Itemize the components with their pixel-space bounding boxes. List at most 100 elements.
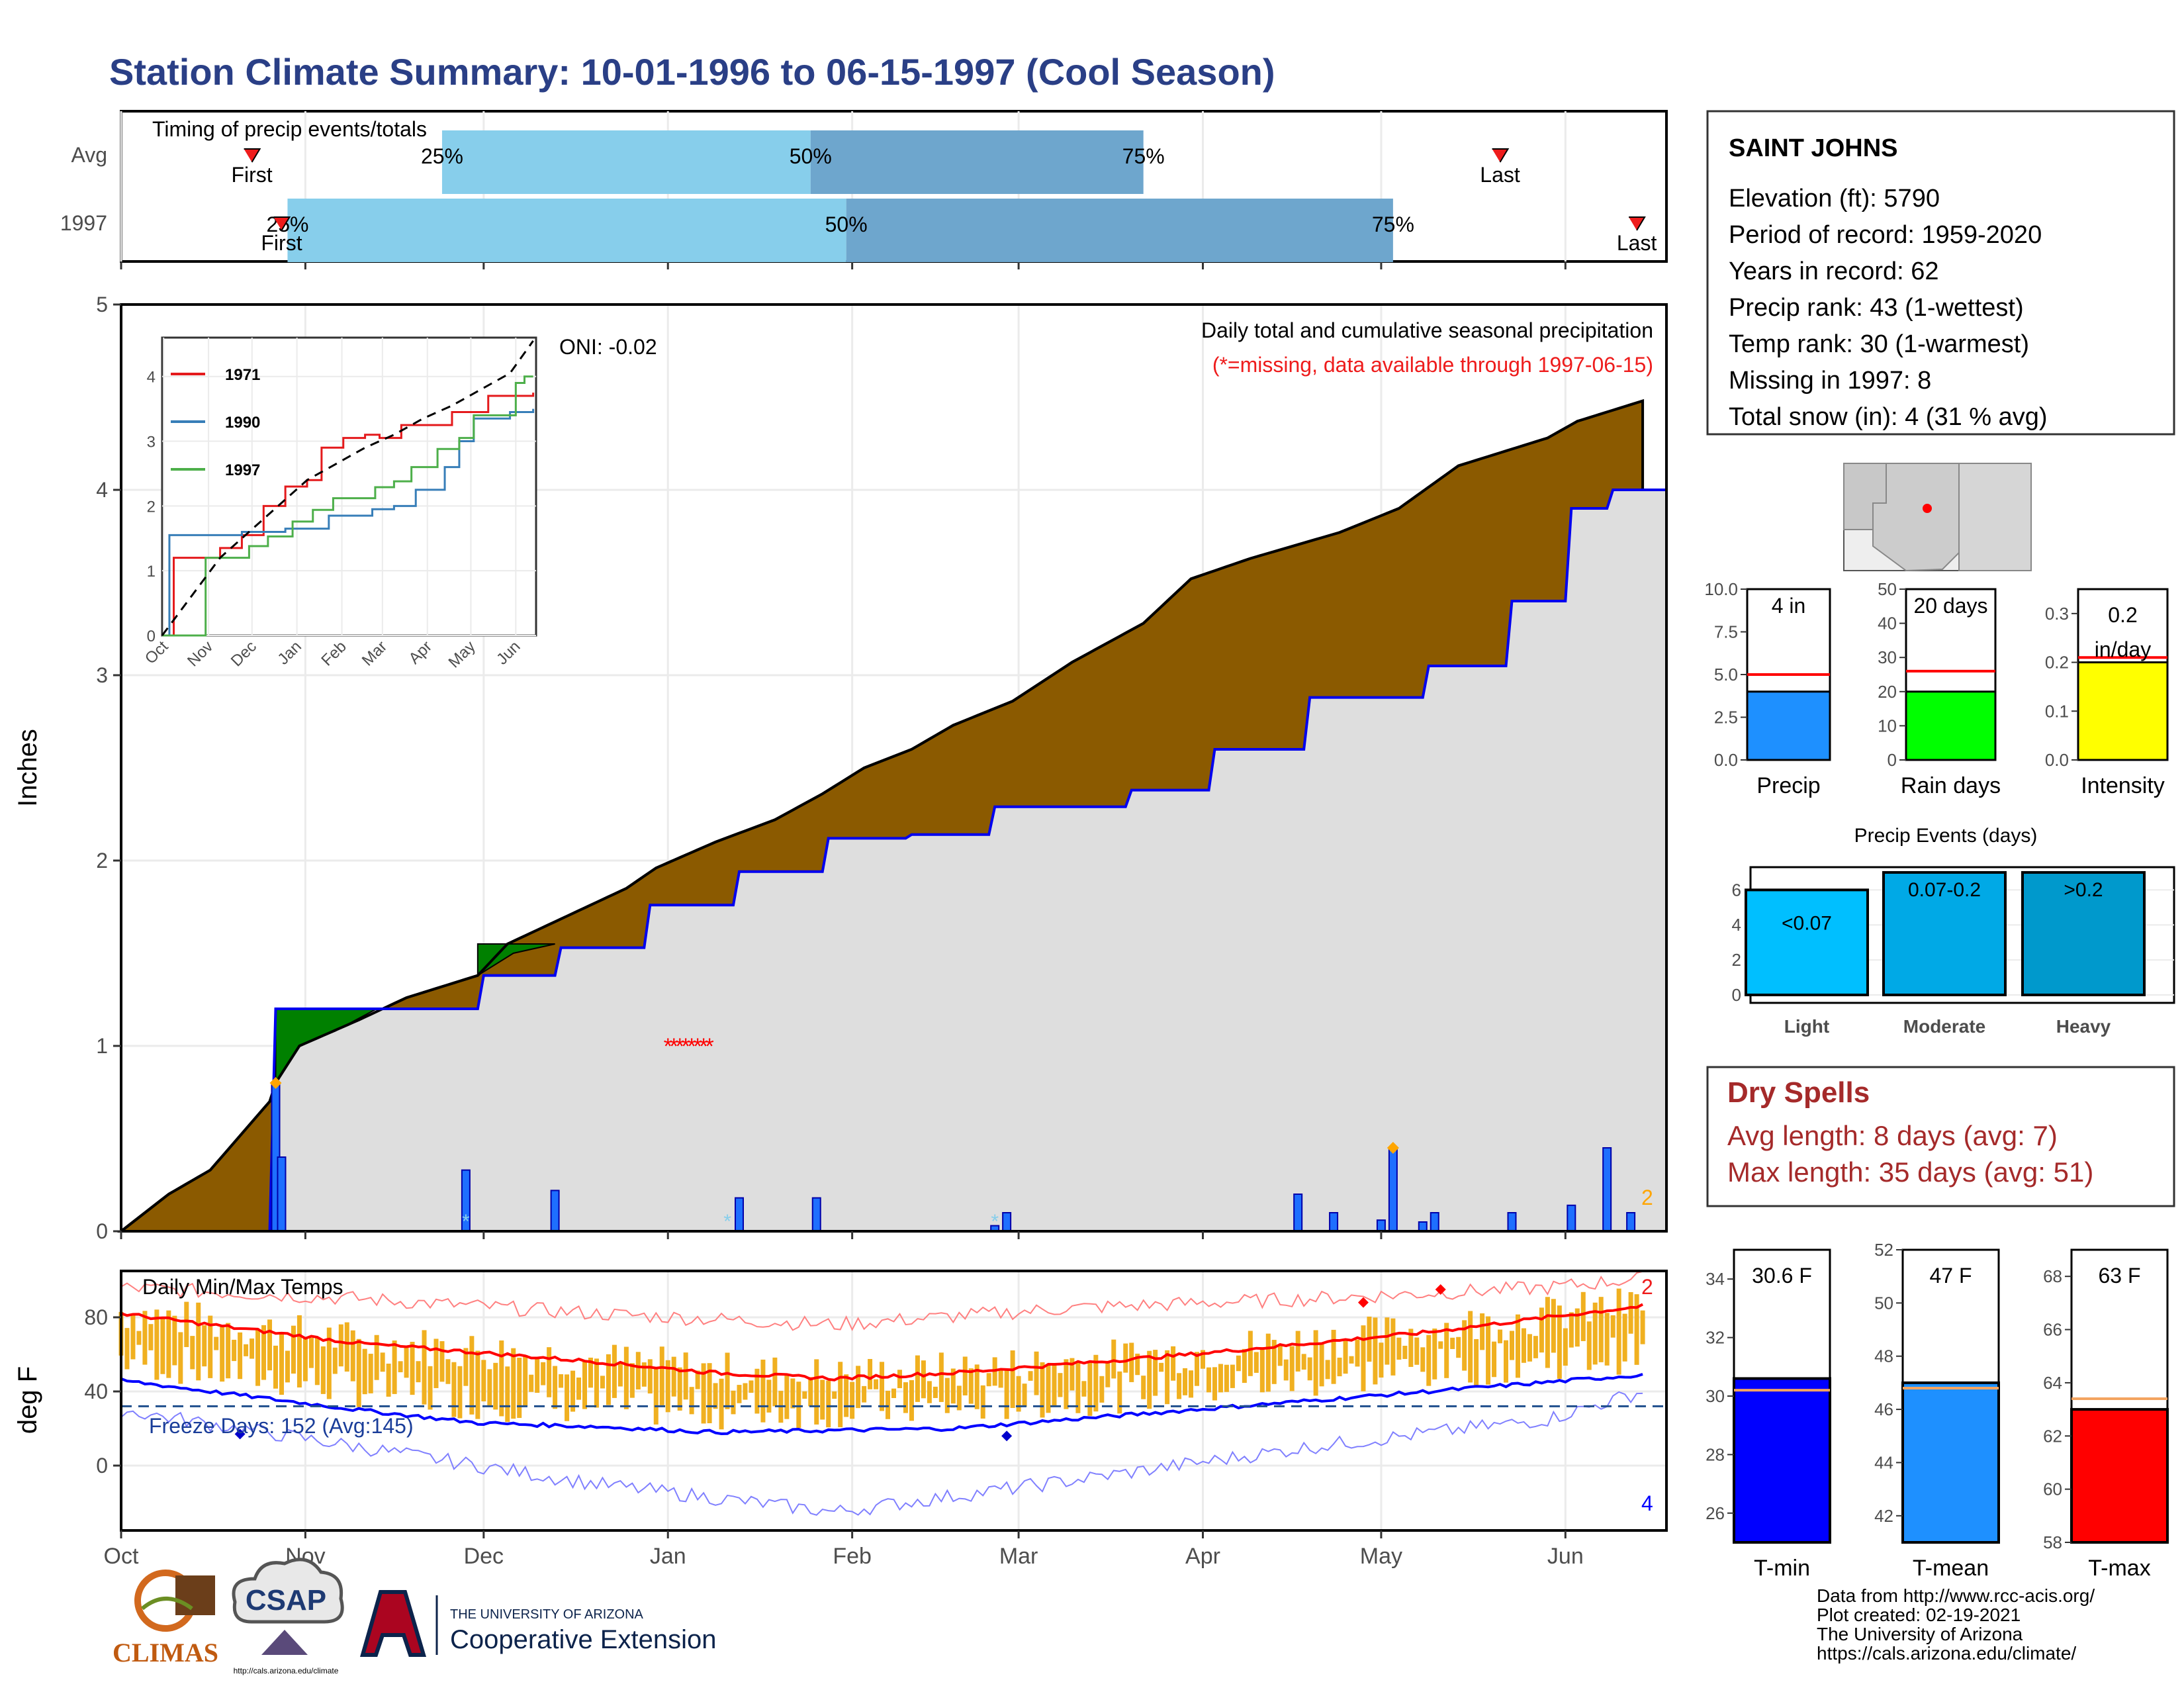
daily-temp-bar	[1075, 1361, 1081, 1413]
inset-legend-label: 1997	[225, 461, 260, 479]
precip-y-tick-label: 3	[96, 663, 108, 687]
temp-y-label: deg F	[13, 1366, 42, 1434]
timing-marker-label: First	[231, 163, 272, 187]
daily-temp-bar	[1504, 1340, 1509, 1383]
daily-temp-bar	[1093, 1354, 1099, 1412]
daily-temp-bar	[731, 1390, 736, 1415]
events-bar-label: Light	[1784, 1016, 1829, 1037]
credit-url: https://cals.arizona.edu/climate/	[1817, 1643, 2076, 1664]
daily-temp-bar	[891, 1388, 896, 1399]
daily-precip-bar	[1329, 1212, 1339, 1232]
daily-precip-bar	[811, 1197, 821, 1232]
daily-temp-bar	[1628, 1291, 1633, 1334]
temp-y-tick-label: 80	[84, 1305, 108, 1329]
daily-temp-bar	[1586, 1321, 1592, 1370]
temp-x-tick-label: Feb	[833, 1544, 872, 1569]
daily-temp-bar	[356, 1338, 361, 1407]
daily-temp-bar	[565, 1374, 570, 1421]
gauge-tick-label: 0.3	[2045, 604, 2069, 624]
station-temp-rank: Temp rank: 30 (1-warmest)	[1729, 330, 2029, 358]
gauge-tick-label: 30	[1878, 647, 1897, 667]
daily-temp-bar	[1069, 1358, 1075, 1391]
daily-temp-bar	[208, 1315, 213, 1378]
gauge-tick-label: 7.5	[1714, 622, 1738, 642]
daily-temp-bar	[214, 1336, 219, 1350]
map-state-east	[1958, 463, 2032, 571]
inset-legend-label: 1971	[225, 366, 260, 384]
temp-y-tick-label: 40	[84, 1380, 108, 1403]
snow-marker	[1387, 1142, 1399, 1154]
events-bar-label: Heavy	[2056, 1016, 2111, 1037]
daily-temp-bar	[398, 1361, 403, 1373]
daily-temp-bar	[1117, 1371, 1122, 1414]
missing-marker: *	[694, 1034, 702, 1059]
precip-y-label: Inches	[13, 729, 42, 807]
timing-p75-label: 75%	[1372, 212, 1414, 236]
daily-temp-bar	[553, 1366, 558, 1409]
daily-temp-bar	[998, 1369, 1003, 1388]
avg-min-line	[120, 1373, 1643, 1436]
missing-marker: *	[664, 1034, 672, 1059]
daily-temp-bar	[838, 1362, 843, 1428]
daily-temp-bar	[1402, 1346, 1408, 1359]
trace-marker: *	[462, 1211, 470, 1233]
temp-x-tick-label: Dec	[464, 1544, 504, 1569]
daily-temp-bar	[1123, 1343, 1128, 1373]
tgauge-tick-label: 34	[1706, 1269, 1725, 1289]
inset-legend-label: 1990	[225, 414, 260, 432]
daily-temp-bar	[1034, 1351, 1039, 1395]
daily-temp-bar	[428, 1366, 433, 1410]
precip-note: Daily total and cumulative seasonal prec…	[1201, 318, 1653, 342]
precip-y-tick-label: 1	[96, 1034, 108, 1058]
record-high-marker	[1435, 1284, 1446, 1295]
missing-marker: *	[688, 1034, 696, 1059]
daily-temp-bar	[1444, 1323, 1449, 1378]
daily-temp-bar	[1135, 1353, 1140, 1376]
daily-temp-bar	[1289, 1346, 1295, 1391]
inset-series-line	[161, 340, 534, 636]
timing-marker	[1492, 148, 1510, 163]
daily-temp-bar	[1022, 1383, 1027, 1407]
cumulative-avg-line	[121, 489, 1665, 1233]
daily-temp-bar	[296, 1315, 302, 1387]
daily-precip-bar	[735, 1197, 744, 1232]
timing-bar-25-50	[441, 130, 811, 194]
freeze-days: Freeze Days: 152 (Avg:145)	[149, 1414, 414, 1438]
daily-temp-bar	[1414, 1337, 1420, 1365]
daily-temp-bar	[772, 1357, 778, 1407]
daily-temp-bar	[980, 1385, 985, 1419]
logo-csap: CSAP http://cals.arizona.edu/climate	[232, 1558, 344, 1675]
gauge-value: 20 days	[1913, 594, 1987, 618]
temp-x-tick-label: Jan	[650, 1544, 686, 1569]
daily-temp-bar	[1492, 1341, 1497, 1378]
tgauge-tick-label: 48	[1874, 1346, 1893, 1366]
daily-temp-bar	[814, 1359, 819, 1425]
daily-temp-bar	[344, 1322, 349, 1372]
daily-temp-bar	[623, 1346, 629, 1409]
top-count: 2	[1641, 1275, 1653, 1299]
credit-data-source: Data from http://www.rcc-acis.org/	[1817, 1585, 2095, 1606]
daily-temp-bar	[938, 1352, 944, 1402]
gauge-value: 4 in	[1772, 594, 1806, 618]
daily-temp-bar	[1141, 1376, 1146, 1399]
cumulative-avg-area	[121, 490, 1665, 1231]
csap-url: http://cals.arizona.edu/climate	[234, 1666, 339, 1675]
record-high-marker	[1357, 1297, 1369, 1308]
inset-frame	[161, 336, 537, 637]
daily-temp-bar	[802, 1391, 807, 1399]
daily-temp-bar	[332, 1347, 338, 1374]
tgauge-bar	[1901, 1381, 2000, 1544]
station-name: SAINT JOHNS	[1729, 134, 1897, 162]
daily-temp-bar	[606, 1354, 611, 1405]
daily-temp-bar	[850, 1382, 855, 1419]
daily-precip-bar	[550, 1190, 560, 1233]
daily-temp-bar	[374, 1335, 379, 1380]
daily-temp-bar	[1058, 1373, 1063, 1397]
daily-temp-bar	[689, 1387, 694, 1415]
daily-temp-bar	[1551, 1299, 1556, 1353]
tgauge-bar	[1733, 1377, 1831, 1544]
ua-big-text: Cooperative Extension	[450, 1625, 716, 1654]
station-elevation: Elevation (ft): 5790	[1729, 185, 1940, 212]
